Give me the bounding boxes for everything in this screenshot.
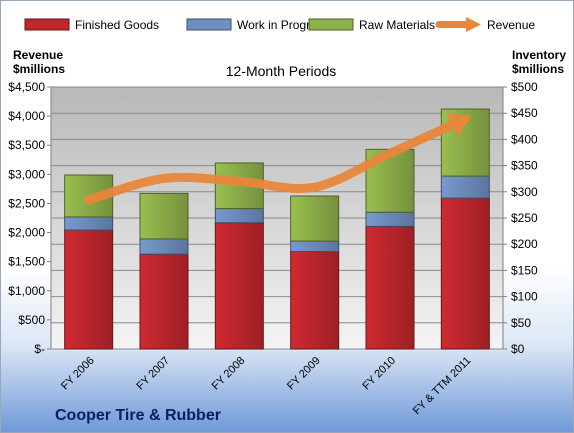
bar-finished-goods (365, 225, 415, 350)
bar-work-in-progress (139, 238, 189, 255)
right-tick-label: $500 (511, 80, 538, 94)
legend-swatch-work-in-progress (186, 18, 232, 31)
right-tick-label: $300 (511, 185, 538, 199)
right-tick-label: $200 (511, 237, 538, 251)
x-tick-label: FY & TTM 2011 (411, 355, 474, 418)
bar-finished-goods (214, 222, 264, 350)
revenue-arrowhead (447, 113, 471, 137)
right-axis-title-line1: Inventory (512, 48, 567, 62)
left-axis-title-line2: $millions (13, 62, 66, 76)
left-tick-label: $2,000 (8, 226, 45, 240)
right-tick-label: $150 (511, 263, 538, 277)
left-tick-label: $2,500 (8, 196, 45, 210)
bar-work-in-progress (64, 216, 114, 231)
revenue-line (84, 114, 470, 205)
left-tick-label: $1,000 (8, 284, 45, 298)
right-axis-title: Inventory $millions (512, 48, 566, 76)
legend-label: Finished Goods (75, 18, 159, 32)
right-tick-label: $400 (511, 132, 538, 146)
right-tick-label: $100 (511, 290, 538, 304)
legend-swatch-finished-goods (24, 18, 70, 31)
x-tick-label: FY 2008 (210, 355, 248, 393)
bar-finished-goods (440, 197, 490, 350)
right-tick-label: $50 (511, 316, 531, 330)
legend-swatch-revenue-arrow (466, 17, 481, 32)
x-tick-label: FY 2010 (360, 355, 398, 393)
bar-finished-goods (139, 253, 189, 350)
bar-work-in-progress (440, 175, 490, 199)
left-tick-label: $- (34, 342, 45, 356)
bar-finished-goods (290, 251, 340, 350)
company-name: Cooper Tire & Rubber (55, 407, 221, 424)
bar-work-in-progress (214, 208, 264, 224)
legend-label: Work in Progress (237, 18, 329, 32)
bar-raw-materials (139, 192, 189, 240)
bar-raw-materials (290, 195, 340, 242)
right-axis-title-line2: $millions (512, 62, 565, 76)
bar-finished-goods (64, 229, 114, 350)
left-tick-label: $4,500 (8, 80, 45, 94)
right-tick-label: $0 (511, 342, 525, 356)
chart-subtitle: 12-Month Periods (225, 63, 337, 79)
left-tick-label: $500 (18, 313, 45, 327)
right-tick-label: $450 (511, 106, 538, 120)
left-tick-label: $3,000 (8, 167, 45, 181)
legend-label: Raw Materials (359, 18, 435, 32)
legend-label: Revenue (487, 18, 535, 32)
right-tick-label: $350 (511, 159, 538, 173)
left-axis-title: Revenue $millions (13, 48, 65, 76)
left-tick-label: $3,500 (8, 138, 45, 152)
bar-work-in-progress (365, 211, 415, 227)
left-tick-label: $4,000 (8, 109, 45, 123)
x-tick-label: FY 2009 (285, 355, 323, 393)
left-axis-title-line1: Revenue (13, 48, 64, 62)
bar-work-in-progress (290, 240, 340, 253)
legend-swatch-raw-materials (308, 18, 354, 31)
x-tick-label: FY 2007 (134, 355, 172, 393)
x-tick-label: FY 2006 (59, 355, 97, 393)
left-tick-label: $1,500 (8, 255, 45, 269)
right-tick-label: $250 (511, 211, 538, 225)
